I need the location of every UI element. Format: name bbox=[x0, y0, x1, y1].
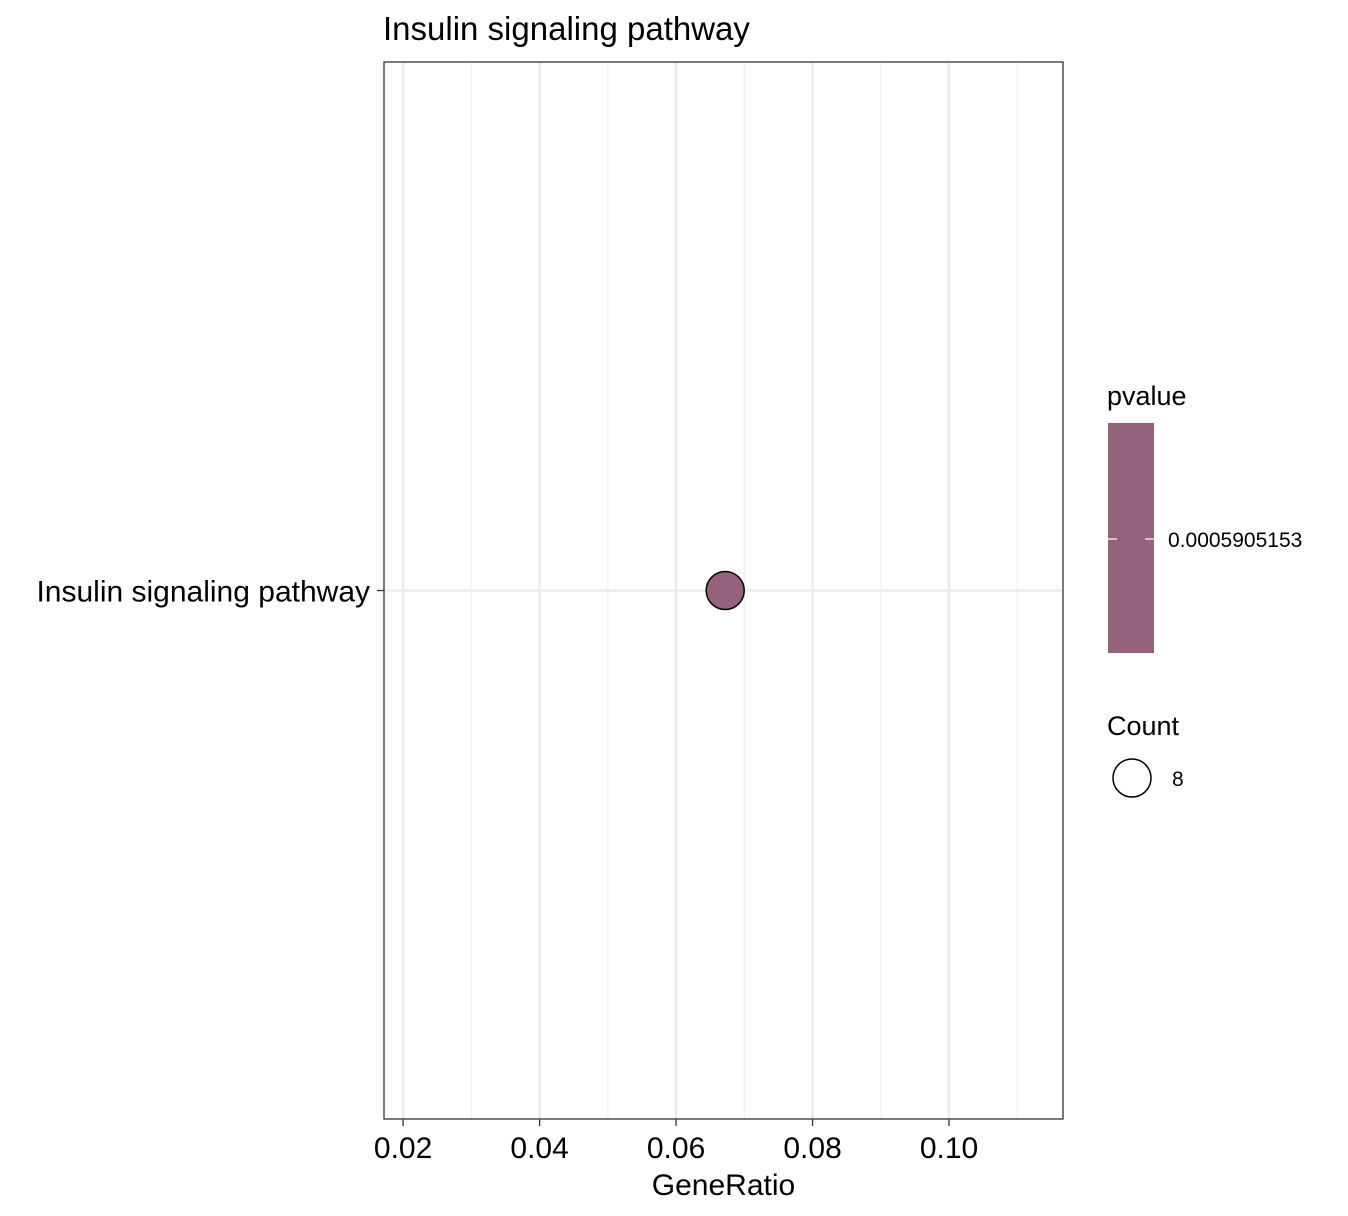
pvalue-legend: pvalue 0.0005905153 bbox=[1107, 381, 1302, 653]
x-axis: 0.02 0.04 0.06 0.08 0.10 bbox=[374, 1119, 978, 1165]
x-tick-label: 0.08 bbox=[783, 1132, 841, 1165]
pvalue-colorbar bbox=[1108, 423, 1154, 653]
count-legend: Count 8 bbox=[1107, 711, 1184, 798]
count-legend-title: Count bbox=[1107, 711, 1180, 741]
plot-panel bbox=[383, 61, 1064, 1120]
x-tick-label: 0.06 bbox=[647, 1132, 705, 1165]
count-legend-keys: 8 bbox=[1112, 758, 1184, 798]
x-tick-label: 0.02 bbox=[374, 1132, 432, 1165]
x-axis-title: GeneRatio bbox=[652, 1169, 795, 1202]
colorbar-ticks: 0.0005905153 bbox=[1108, 529, 1302, 552]
colorbar-tick-label: 0.0005905153 bbox=[1168, 529, 1302, 552]
data-point bbox=[705, 570, 745, 611]
major-gridlines bbox=[384, 62, 1063, 1119]
x-tick-label: 0.10 bbox=[920, 1132, 978, 1165]
count-legend-label: 8 bbox=[1172, 768, 1184, 791]
data-points bbox=[705, 570, 745, 611]
count-legend-key bbox=[1112, 758, 1152, 798]
y-tick-label: Insulin signaling pathway bbox=[36, 576, 370, 609]
chart-title: Insulin signaling pathway bbox=[383, 10, 750, 47]
x-tick-label: 0.04 bbox=[510, 1132, 568, 1165]
y-axis: Insulin signaling pathway bbox=[36, 576, 384, 609]
pvalue-legend-title: pvalue bbox=[1107, 381, 1187, 411]
